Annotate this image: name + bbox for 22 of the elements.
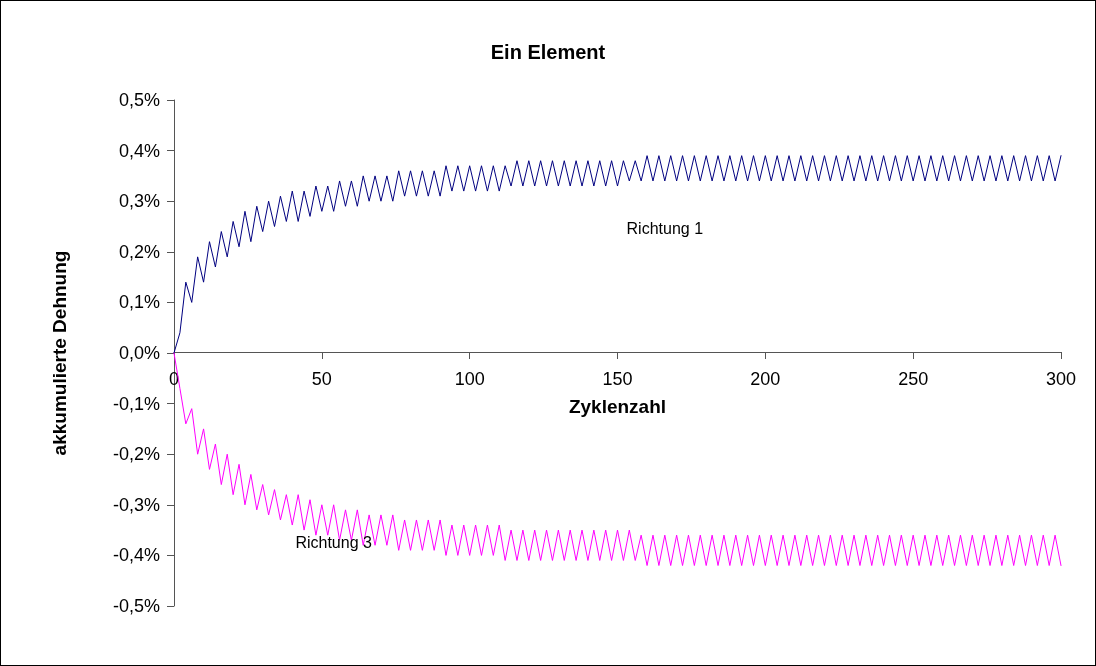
y-tick-label: -0,3%	[112, 494, 160, 515]
text: Richtung 1	[626, 220, 704, 238]
y-tick-label: 0,1%	[118, 292, 160, 313]
y-tick-label: -0,5%	[112, 596, 160, 616]
series-label: Richtung 3	[295, 534, 372, 552]
y-tick-label: 0,4%	[118, 140, 160, 161]
y-tick-label: -0,1%	[112, 393, 160, 414]
x-tick-label: 150	[602, 369, 633, 389]
y-tick-label: 0,0%	[118, 343, 160, 363]
chart-title: Ein Element	[490, 41, 606, 63]
y-tick-label: 0,5%	[118, 90, 160, 110]
x-tick-label: 50	[311, 369, 332, 389]
x-tick-label: 100	[454, 369, 485, 389]
y-tick-label: 0,2%	[118, 241, 160, 262]
y-tick-label: -0,4%	[112, 545, 160, 566]
y-axis-title: akkumulierte Dehnung	[49, 250, 70, 456]
x-tick-label: 200	[750, 369, 781, 389]
x-tick-label: 300	[1045, 369, 1077, 389]
x-tick-label: 250	[898, 369, 929, 389]
y-tick-label: -0,2%	[112, 444, 160, 465]
x-axis-title: Zyklenzahl	[568, 396, 667, 417]
y-tick-label: 0,3%	[118, 191, 160, 212]
